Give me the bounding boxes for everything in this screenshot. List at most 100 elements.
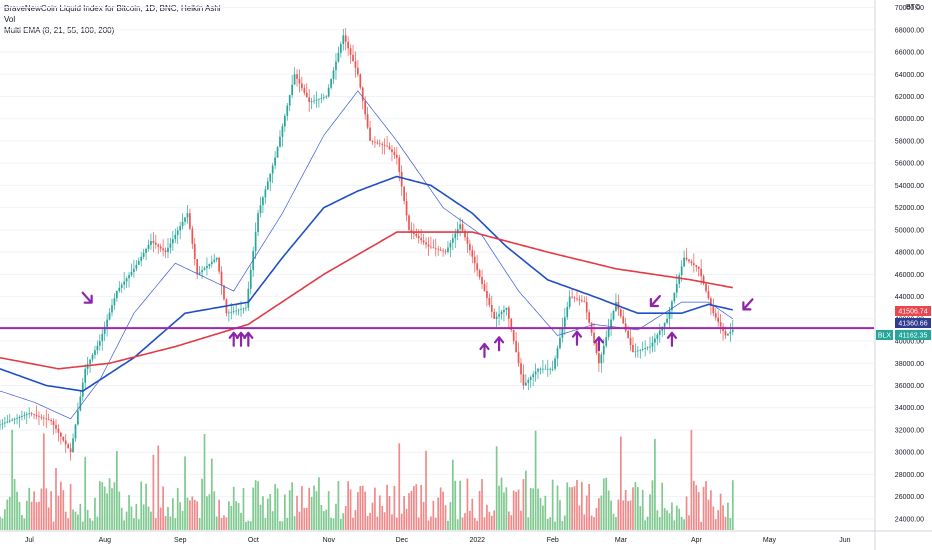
- volume-bar: [700, 521, 702, 530]
- y-tick-label: 40000.00: [895, 339, 924, 346]
- candle-body: [393, 152, 396, 155]
- volume-bar: [215, 516, 218, 530]
- candle-body: [137, 260, 140, 265]
- candle-body: [719, 322, 722, 327]
- candle-body: [364, 100, 367, 115]
- volume-bar: [98, 481, 101, 530]
- volume-bar: [476, 520, 479, 530]
- volume-bar: [8, 496, 11, 530]
- x-tick-label: Apr: [691, 537, 703, 544]
- x-tick-label: Mar: [615, 537, 628, 544]
- volume-bar: [169, 516, 172, 530]
- candle-body: [578, 299, 581, 301]
- volume-bar: [269, 493, 272, 530]
- candle-body: [692, 263, 695, 266]
- candle-body: [534, 371, 537, 375]
- candle-body: [130, 271, 133, 276]
- volume-bar: [308, 487, 311, 530]
- symbol-title[interactable]: BraveNewCoin Liquid Index for Bitcoin, 1…: [4, 4, 221, 13]
- volume-bar: [544, 495, 547, 530]
- volume-bar: [64, 511, 67, 530]
- ema-200-line: [0, 231, 733, 370]
- volume-bar: [542, 505, 544, 530]
- price-tag: BLX 41162.35: [876, 330, 931, 340]
- candle-body: [615, 302, 617, 311]
- candle-body: [398, 157, 401, 173]
- volume-bar: [196, 501, 199, 530]
- volume-bar: [692, 480, 695, 530]
- candle-body: [437, 248, 440, 250]
- candle-body: [434, 248, 437, 249]
- volume-bar: [271, 511, 274, 530]
- ema-label[interactable]: Multi EMA (8, 21, 55, 100, 200): [4, 26, 115, 35]
- volume-bar: [227, 501, 230, 530]
- volume-bar: [52, 521, 55, 530]
- candle-body: [529, 377, 532, 380]
- candle-body: [240, 309, 242, 310]
- arrow-annotation: [235, 331, 247, 347]
- candle-body: [507, 307, 510, 319]
- y-tick-label: 44000.00: [895, 294, 924, 301]
- candle-body: [89, 359, 91, 365]
- volume-bar: [654, 438, 656, 530]
- candle-body: [327, 87, 330, 97]
- volume-bar: [724, 516, 727, 530]
- volume-bar: [374, 487, 376, 530]
- volume-bar: [137, 519, 140, 530]
- y-tick-label: 58000.00: [895, 138, 924, 145]
- candle-body: [201, 270, 203, 273]
- candle-body: [481, 277, 483, 285]
- candle-body: [125, 278, 128, 282]
- time-axis[interactable]: Jul Aug Sep Oct Nov Dec 2022 Feb Mar Apr May Jun: [0, 530, 932, 544]
- volume-bar: [712, 506, 715, 530]
- candle-body: [639, 349, 642, 351]
- candle-body: [147, 244, 150, 249]
- volume-bar: [364, 491, 367, 530]
- volume-bar: [315, 491, 318, 530]
- candle-body: [1, 423, 4, 425]
- volume-label[interactable]: Vol: [4, 15, 16, 24]
- volume-bar: [636, 487, 639, 530]
- candle-body: [186, 213, 189, 218]
- candle-body: [220, 271, 223, 286]
- candle-body: [308, 97, 311, 103]
- candle-body: [128, 275, 130, 279]
- volume-bar: [590, 515, 593, 530]
- candle-body: [215, 257, 218, 260]
- candle-body: [38, 415, 40, 417]
- volume-bar: [729, 517, 732, 530]
- volume-bar: [157, 445, 160, 530]
- volume-bar: [179, 502, 182, 530]
- volume-bar: [359, 486, 362, 530]
- candle-body: [627, 330, 629, 338]
- candle-body: [320, 98, 323, 99]
- candle-body: [439, 249, 442, 251]
- volume-bar: [622, 500, 625, 530]
- candle-body: [498, 314, 500, 317]
- x-tick-label: Nov: [323, 537, 336, 544]
- candle-body: [21, 416, 23, 417]
- volume-bar: [322, 511, 325, 530]
- volume-bar: [198, 518, 201, 530]
- candle-body: [374, 141, 376, 143]
- candle-body: [425, 242, 427, 245]
- volume-bar: [610, 500, 612, 530]
- y-tick-label: 54000.00: [895, 183, 924, 190]
- candle-body: [656, 334, 659, 339]
- volume-bar: [130, 506, 133, 530]
- volume-bar: [439, 487, 442, 530]
- volume-bar: [257, 481, 259, 530]
- candle-body: [8, 420, 11, 422]
- candle-body: [675, 283, 678, 293]
- y-tick-label: 26000.00: [895, 494, 924, 501]
- candle-body: [33, 414, 35, 416]
- candle-body: [106, 319, 108, 327]
- candle-body: [644, 348, 647, 349]
- volume-bar: [145, 483, 147, 530]
- candle-body: [150, 240, 152, 245]
- volume-bar: [434, 517, 437, 530]
- candle-body: [283, 115, 286, 127]
- x-tick-label: May: [763, 537, 777, 544]
